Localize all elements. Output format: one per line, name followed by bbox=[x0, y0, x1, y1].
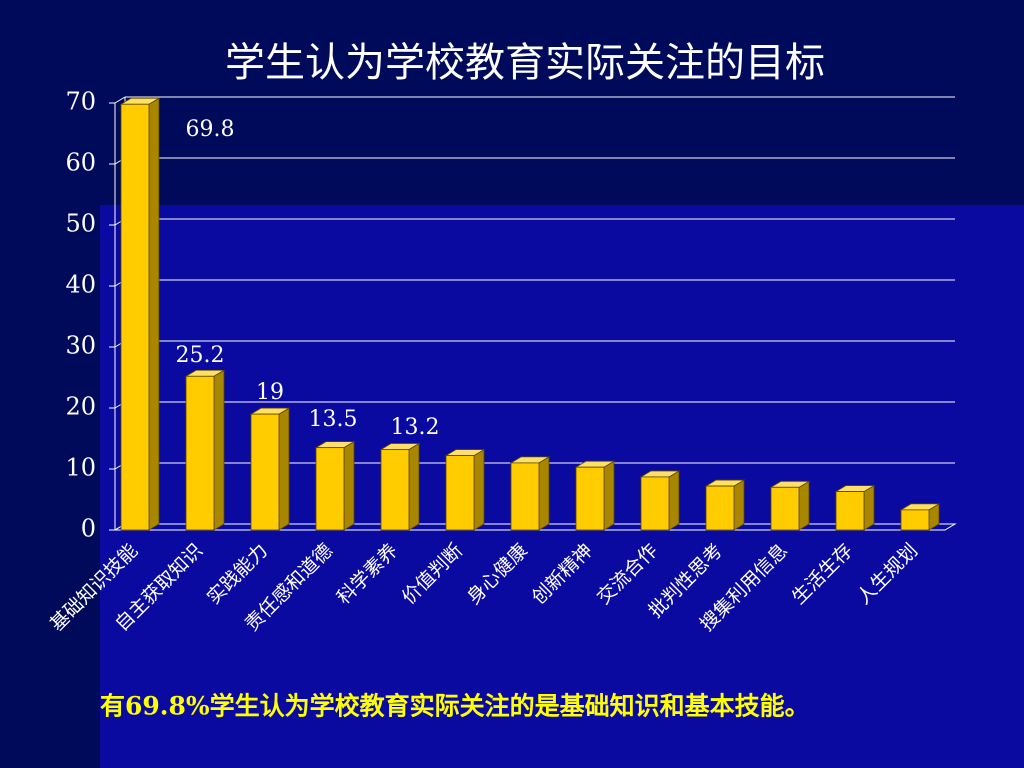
bar-front bbox=[770, 486, 800, 531]
data-label: 69.8 bbox=[186, 117, 235, 142]
note: 有69.8%学生认为学校教育实际关注的是基础知识和基本技能。 bbox=[100, 692, 810, 721]
bar bbox=[249, 407, 291, 531]
bar bbox=[574, 460, 616, 531]
bar-side bbox=[668, 470, 680, 531]
bar-front bbox=[120, 103, 150, 531]
bar bbox=[184, 369, 226, 531]
chart-title: 学生认为学校教育实际关注的目标 bbox=[225, 40, 825, 86]
bar-front bbox=[250, 413, 280, 531]
grid-line bbox=[114, 96, 126, 104]
y-tick-label: 60 bbox=[65, 149, 96, 177]
bar-side bbox=[148, 97, 160, 531]
bar-front bbox=[445, 455, 475, 531]
bar-side bbox=[408, 442, 420, 531]
bar bbox=[314, 440, 356, 531]
data-label: 19 bbox=[256, 380, 284, 405]
bar-side bbox=[538, 456, 550, 531]
bar bbox=[379, 442, 421, 531]
bar-front bbox=[900, 509, 930, 531]
bar-side bbox=[733, 479, 745, 531]
bar-side bbox=[798, 480, 810, 531]
bar-front bbox=[185, 375, 215, 531]
y-tick-label: 50 bbox=[65, 210, 96, 238]
data-label: 13.5 bbox=[309, 407, 358, 432]
bar bbox=[704, 479, 746, 531]
data-label: 25.2 bbox=[176, 343, 225, 368]
bar bbox=[119, 97, 161, 531]
bar bbox=[509, 456, 551, 531]
bar-side bbox=[343, 440, 355, 531]
background-panel bbox=[100, 205, 1024, 768]
bar bbox=[899, 503, 941, 531]
bar-front bbox=[640, 476, 670, 531]
y-tick-label: 20 bbox=[65, 393, 96, 421]
y-tick-label: 70 bbox=[65, 88, 96, 116]
bar-front bbox=[575, 466, 605, 531]
y-tick-label: 40 bbox=[65, 271, 96, 299]
y-tick-label: 0 bbox=[81, 515, 96, 543]
y-tick-label: 10 bbox=[65, 454, 96, 482]
bar-side bbox=[278, 407, 290, 531]
bar-front bbox=[510, 462, 540, 531]
bar-side bbox=[473, 448, 485, 531]
data-label: 13.2 bbox=[391, 415, 440, 440]
bar-front bbox=[835, 491, 865, 531]
y-tick-label: 30 bbox=[65, 332, 96, 360]
bar bbox=[444, 448, 486, 531]
bar-side bbox=[603, 460, 615, 531]
bar-front bbox=[315, 447, 345, 531]
bar-side bbox=[863, 484, 875, 531]
bar bbox=[769, 480, 811, 531]
bar bbox=[639, 470, 681, 531]
bar-front bbox=[705, 485, 735, 531]
bar bbox=[834, 484, 876, 531]
bar-front bbox=[380, 449, 410, 531]
bar-side bbox=[213, 369, 225, 531]
